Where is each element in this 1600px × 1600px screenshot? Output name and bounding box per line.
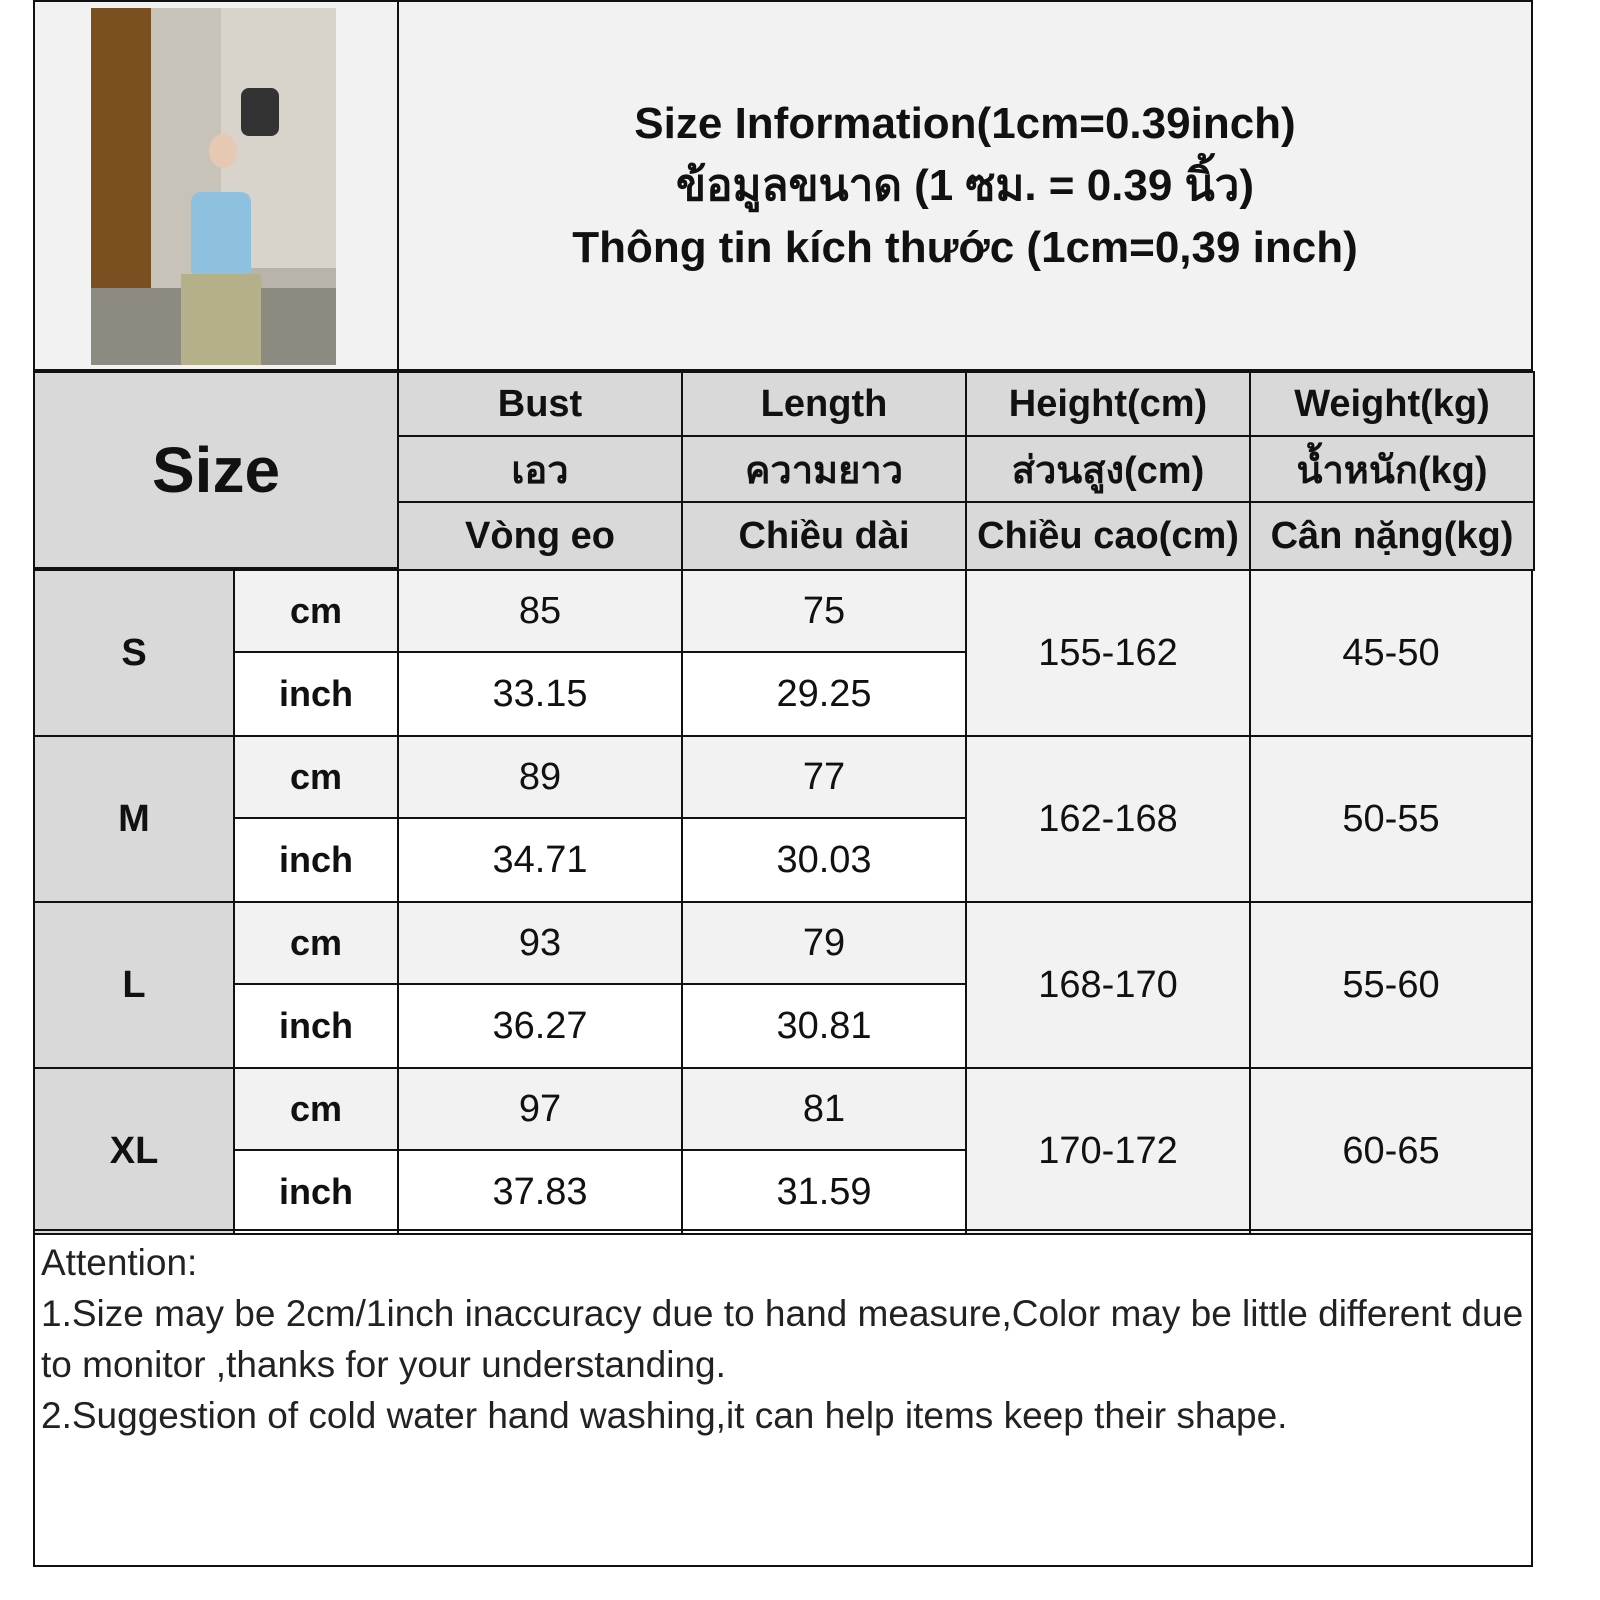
column-header-vi: Chiều dài bbox=[681, 501, 967, 571]
unit-inch: inch bbox=[233, 651, 399, 737]
column-header-vi: Vòng eo bbox=[397, 501, 683, 571]
bust-inch: 34.71 bbox=[397, 817, 683, 903]
bust-inch: 33.15 bbox=[397, 651, 683, 737]
height-range: 168-170 bbox=[965, 901, 1251, 1069]
length-cm: 77 bbox=[681, 735, 967, 819]
length-inch: 30.03 bbox=[681, 817, 967, 903]
unit-cm: cm bbox=[233, 569, 399, 653]
column-header-th: ความยาว bbox=[681, 435, 967, 503]
unit-inch: inch bbox=[233, 817, 399, 903]
weight-range: 50-55 bbox=[1249, 735, 1533, 903]
column-header-th: น้ำหนัก(kg) bbox=[1249, 435, 1535, 503]
height-range: 155-162 bbox=[965, 569, 1251, 737]
unit-inch: inch bbox=[233, 983, 399, 1069]
bust-cm: 89 bbox=[397, 735, 683, 819]
notes-heading: Attention: bbox=[41, 1242, 198, 1283]
weight-range: 60-65 bbox=[1249, 1067, 1533, 1235]
bust-inch: 37.83 bbox=[397, 1149, 683, 1235]
column-header-en: Height(cm) bbox=[965, 371, 1251, 437]
bust-cm: 85 bbox=[397, 569, 683, 653]
unit-inch: inch bbox=[233, 1149, 399, 1235]
length-cm: 79 bbox=[681, 901, 967, 985]
title-thai: ข้อมูลขนาด (1 ซม. = 0.39 นิ้ว) bbox=[675, 160, 1254, 210]
title-vietnamese: Thông tin kích thước (1cm=0,39 inch) bbox=[572, 222, 1358, 272]
weight-range: 55-60 bbox=[1249, 901, 1533, 1069]
length-inch: 30.81 bbox=[681, 983, 967, 1069]
attention-notes: Attention: 1.Size may be 2cm/1inch inacc… bbox=[33, 1229, 1533, 1567]
column-header-vi: Chiều cao(cm) bbox=[965, 501, 1251, 571]
size-header: Size bbox=[33, 371, 399, 569]
weight-range: 45-50 bbox=[1249, 569, 1533, 737]
length-inch: 29.25 bbox=[681, 651, 967, 737]
column-header-en: Bust bbox=[397, 371, 683, 437]
unit-cm: cm bbox=[233, 901, 399, 985]
length-cm: 81 bbox=[681, 1067, 967, 1151]
column-header-en: Weight(kg) bbox=[1249, 371, 1535, 437]
length-inch: 31.59 bbox=[681, 1149, 967, 1235]
bust-cm: 93 bbox=[397, 901, 683, 985]
title-english: Size Information(1cm=0.39inch) bbox=[634, 98, 1296, 148]
bust-cm: 97 bbox=[397, 1067, 683, 1151]
column-header-en: Length bbox=[681, 371, 967, 437]
size-label: M bbox=[33, 735, 235, 903]
height-range: 170-172 bbox=[965, 1067, 1251, 1235]
unit-cm: cm bbox=[233, 1067, 399, 1151]
column-header-th: ส่วนสูง(cm) bbox=[965, 435, 1251, 503]
column-header-th: เอว bbox=[397, 435, 683, 503]
unit-cm: cm bbox=[233, 735, 399, 819]
size-header-label: Size bbox=[151, 434, 281, 506]
note-item: 2.Suggestion of cold water hand washing,… bbox=[41, 1395, 1288, 1436]
length-cm: 75 bbox=[681, 569, 967, 653]
bust-inch: 36.27 bbox=[397, 983, 683, 1069]
size-label: XL bbox=[33, 1067, 235, 1235]
size-label: S bbox=[33, 569, 235, 737]
column-header-vi: Cân nặng(kg) bbox=[1249, 501, 1535, 571]
size-label: L bbox=[33, 901, 235, 1069]
height-range: 162-168 bbox=[965, 735, 1251, 903]
product-photo bbox=[91, 8, 336, 365]
note-item: 1.Size may be 2cm/1inch inaccuracy due t… bbox=[41, 1293, 1524, 1385]
size-info-title: Size Information(1cm=0.39inch) ข้อมูลขนา… bbox=[397, 0, 1533, 371]
